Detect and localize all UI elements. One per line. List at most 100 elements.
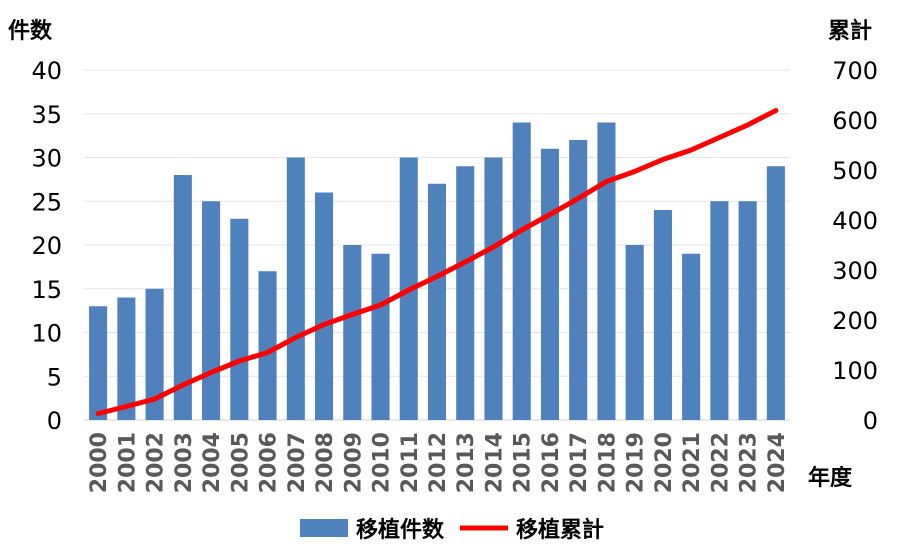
x-axis-title: 年度 [808,465,853,491]
x-tick-label: 2011 [398,432,423,493]
bar [286,157,305,420]
x-tick-label: 2000 [87,432,112,493]
x-tick-label: 2005 [228,432,253,493]
line-point [747,124,749,126]
line-point [408,289,410,291]
right-tick-label: 100 [832,357,878,385]
bar-series [89,122,785,420]
right-tick-label: 700 [832,57,878,85]
line-point [238,360,240,362]
bar [484,157,503,420]
x-tick-label: 2016 [539,432,564,493]
line-point [718,137,720,138]
right-axis-ticks: 0 100 200 300 400 500 600 700 [832,57,878,435]
x-tick-label: 2004 [200,432,225,493]
line-point [492,246,494,248]
x-tick-label: 2023 [737,432,762,493]
x-tick-label: 2003 [172,432,197,493]
left-tick-label: 0 [47,407,62,435]
x-tick-label: 2006 [257,432,282,493]
right-tick-label: 300 [832,257,878,285]
x-tick-label: 2015 [511,432,536,493]
x-tick-label: 2021 [680,432,705,493]
bar [202,201,221,420]
line-point [154,398,156,400]
left-axis-ticks: 0 5 10 15 20 25 30 35 40 [31,57,62,435]
right-tick-label: 600 [832,107,878,135]
bar [540,148,559,420]
x-tick-label: 2014 [482,432,507,493]
line-point [690,149,692,151]
line-point [351,314,353,315]
line-point [549,214,551,215]
bar [371,253,390,420]
x-tick-label: 2010 [370,432,395,493]
line-point [577,198,579,199]
bar [456,166,475,420]
left-tick-label: 25 [31,188,62,216]
right-tick-label: 0 [863,407,878,435]
x-tick-label: 2024 [765,432,790,493]
x-tick-label: 2009 [341,432,366,493]
bar [710,201,729,420]
line-point [380,304,382,306]
bar [173,175,192,420]
line-point [125,406,127,407]
legend-bar-label: 移植件数 [356,517,445,543]
x-tick-label: 2001 [115,432,140,493]
line-point [775,110,777,111]
line-point [436,276,438,277]
left-tick-label: 40 [31,57,62,85]
bar [569,140,588,420]
legend-bar-swatch [300,519,348,537]
bar [653,210,672,420]
left-tick-label: 35 [31,101,62,129]
x-tick-label: 2017 [567,432,592,493]
bar [738,201,757,420]
left-axis-title: 件数 [8,18,53,44]
x-tick-label: 2008 [313,432,338,493]
bar [625,245,644,420]
bar [230,218,249,420]
bar [258,271,277,420]
bar [89,306,108,420]
bar [117,297,136,420]
line-point [295,337,297,338]
left-tick-label: 30 [31,145,62,173]
x-axis-ticks: 2000 2001 2002 2003 2004 2005 2006 2007 2008 2009… [87,432,790,493]
left-tick-label: 20 [31,232,62,260]
line-point [605,181,607,182]
left-tick-label: 10 [31,320,62,348]
right-axis-title: 累計 [828,18,872,44]
x-tick-label: 2022 [708,432,733,493]
x-tick-label: 2002 [144,432,169,493]
line-point [662,159,664,160]
left-tick-label: 5 [47,363,62,391]
bar [145,288,164,420]
bar [597,122,616,420]
line-point [634,171,636,172]
bar [343,245,362,420]
legend: 移植件数 移植累計 [300,517,604,543]
bar [766,166,785,420]
line-point [210,372,212,373]
bar [512,122,531,420]
right-tick-label: 400 [832,207,878,235]
x-tick-label: 2012 [426,432,451,493]
x-tick-label: 2020 [652,432,677,493]
legend-line-label: 移植累計 [516,517,604,543]
bar [682,253,701,420]
right-tick-label: 200 [832,307,878,335]
line-point [323,324,325,325]
left-tick-label: 15 [31,276,62,304]
line-point [182,384,184,386]
x-tick-label: 2013 [454,432,479,493]
line-point [521,229,523,231]
line-point [464,261,466,263]
bar [427,183,447,420]
x-tick-label: 2018 [595,432,620,493]
bar [315,192,334,420]
x-tick-label: 2007 [285,432,310,493]
